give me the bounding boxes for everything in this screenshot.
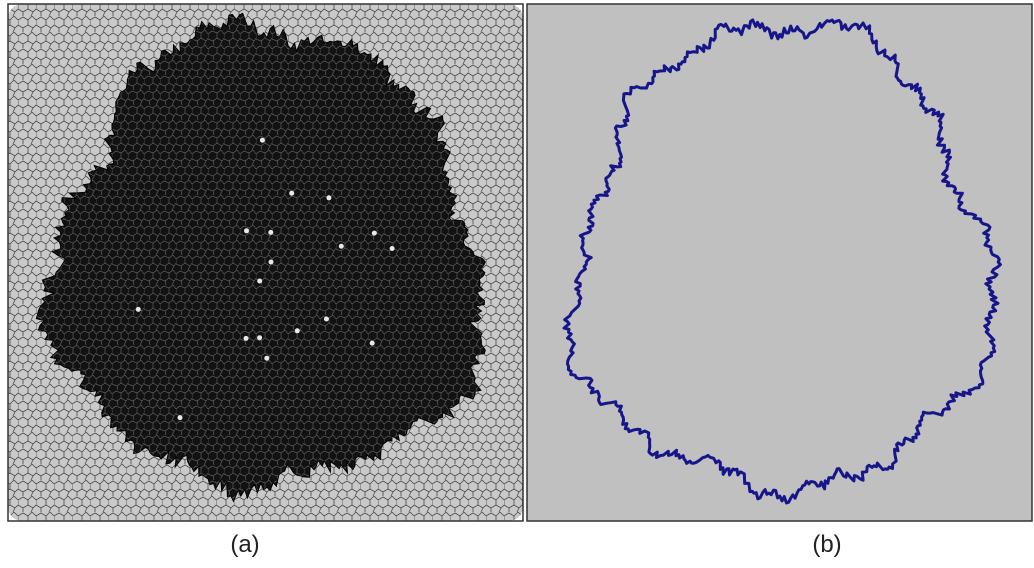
hole xyxy=(244,228,249,234)
panel-a xyxy=(7,3,524,522)
hole xyxy=(326,195,332,201)
infected-cluster xyxy=(35,12,486,503)
hole xyxy=(257,335,263,341)
hole xyxy=(371,230,377,236)
hole xyxy=(268,229,274,235)
hole xyxy=(289,190,295,196)
hole xyxy=(257,278,263,284)
hole xyxy=(369,340,375,346)
hole xyxy=(135,306,141,312)
panel-b xyxy=(526,3,1033,522)
hole xyxy=(338,243,344,249)
hole xyxy=(323,316,329,322)
hole xyxy=(264,355,270,361)
hole xyxy=(177,415,183,421)
panel-a-border xyxy=(7,3,524,522)
hole xyxy=(243,335,249,341)
cluster-boundary xyxy=(562,18,1002,505)
hole xyxy=(268,259,274,265)
hole xyxy=(389,246,395,251)
hole xyxy=(259,137,265,143)
panel-label: (b) xyxy=(812,531,841,558)
holes xyxy=(135,137,395,421)
panel-label: (a) xyxy=(230,531,259,558)
hole xyxy=(294,328,300,334)
panel-b-frame xyxy=(526,3,1033,522)
